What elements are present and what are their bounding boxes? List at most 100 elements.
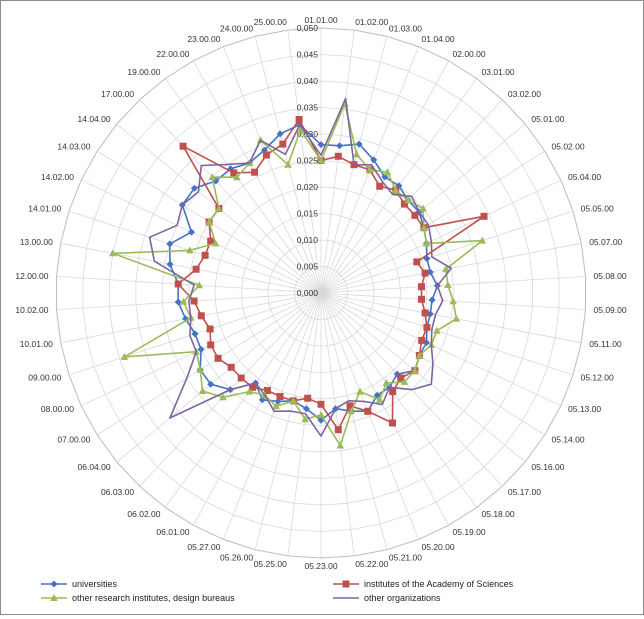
grid-spoke xyxy=(320,292,582,344)
data-point xyxy=(317,410,325,418)
legend-entry: other organizations xyxy=(333,593,441,603)
data-point xyxy=(433,326,441,334)
category-label: 05.11.00 xyxy=(589,339,622,349)
category-label: 12.00.00 xyxy=(15,271,48,281)
grid-spoke xyxy=(320,292,419,540)
data-point xyxy=(166,260,174,268)
legend-entry: other research institutes, design bureau… xyxy=(41,593,235,603)
legend-entry: universities xyxy=(41,579,118,589)
data-point xyxy=(382,379,391,386)
data-point xyxy=(50,580,58,588)
category-label: 05.26.00 xyxy=(220,552,253,562)
category-label: 05.22.00 xyxy=(355,559,388,569)
radial-tick-label: 0,005 xyxy=(297,262,319,272)
radial-tick-label: 0,000 xyxy=(297,288,319,298)
radial-tick-label: 0,040 xyxy=(297,76,319,86)
data-point xyxy=(413,258,421,266)
grid-spoke xyxy=(164,78,322,294)
data-point xyxy=(120,352,129,360)
grid-spoke xyxy=(320,292,526,463)
grid-spoke xyxy=(320,210,574,294)
data-point xyxy=(444,281,452,288)
category-label: 05.08.00 xyxy=(594,271,627,281)
category-label: 05.01.00 xyxy=(531,114,564,124)
data-point xyxy=(442,265,450,273)
grid-spoke xyxy=(287,292,322,556)
data-point xyxy=(233,173,241,181)
radial-tick-label: 0,010 xyxy=(297,235,319,245)
grid-spoke xyxy=(320,292,355,556)
data-point xyxy=(404,196,412,204)
category-label: 05.13.00 xyxy=(568,404,601,414)
category-label: 10.02.00 xyxy=(15,305,48,315)
data-point xyxy=(317,141,325,149)
category-label: 05.07.00 xyxy=(589,237,622,247)
data-point xyxy=(279,140,287,148)
category-label: 05.18.00 xyxy=(482,509,515,519)
category-label: 06.03.00 xyxy=(101,487,134,497)
radar-grid xyxy=(56,27,586,559)
category-label: 01.04.00 xyxy=(422,34,455,44)
data-point xyxy=(272,402,280,410)
data-point xyxy=(389,419,396,427)
radial-axis-ticks: 0,0000,0050,0100,0150,0200,0250,0300,035… xyxy=(297,23,319,298)
data-point xyxy=(418,283,425,291)
category-label: 03.02.00 xyxy=(508,89,541,99)
data-point xyxy=(227,363,235,371)
data-point xyxy=(347,407,356,415)
category-label: 05.05.00 xyxy=(581,204,614,214)
data-point xyxy=(197,312,205,320)
category-label: 01.01.00 xyxy=(304,15,337,25)
data-point xyxy=(334,152,342,160)
data-point xyxy=(215,204,223,212)
data-point xyxy=(375,395,384,403)
data-point xyxy=(166,240,174,248)
category-label: 05.12.00 xyxy=(581,372,614,382)
category-label: 06.02.00 xyxy=(127,509,160,519)
data-point xyxy=(480,212,488,220)
data-point xyxy=(397,374,405,382)
category-label: 24.00.00 xyxy=(220,24,253,34)
category-label: 05.17.00 xyxy=(508,487,541,497)
data-point xyxy=(421,269,429,277)
data-point xyxy=(419,204,427,212)
data-point xyxy=(423,323,431,331)
data-point xyxy=(179,297,188,305)
category-label: 08.00.00 xyxy=(41,404,74,414)
category-label: 03.01.00 xyxy=(482,67,515,77)
data-point xyxy=(342,580,350,588)
category-label: 05.20.00 xyxy=(422,542,455,552)
category-label: 05.14.00 xyxy=(552,434,585,444)
grid-spoke xyxy=(192,292,322,526)
grid-spoke xyxy=(68,210,322,294)
category-label: 14.02.00 xyxy=(41,172,74,182)
data-point xyxy=(418,295,425,303)
grid-spoke xyxy=(60,242,322,294)
data-point xyxy=(289,396,298,404)
data-point xyxy=(336,142,344,150)
data-point xyxy=(207,237,215,245)
radial-tick-label: 0,050 xyxy=(297,23,319,33)
data-point xyxy=(230,169,238,177)
data-point xyxy=(370,156,378,164)
grid-spoke xyxy=(223,292,322,540)
data-point xyxy=(317,400,325,408)
category-label: 19.00.00 xyxy=(127,67,160,77)
radial-tick-label: 0,025 xyxy=(297,156,319,166)
data-point xyxy=(411,366,419,374)
data-point xyxy=(214,354,222,362)
data-point xyxy=(392,186,400,194)
radial-tick-label: 0,035 xyxy=(297,103,319,113)
category-label: 06.01.00 xyxy=(156,527,189,537)
data-point xyxy=(211,239,220,247)
category-label: 17.00.00 xyxy=(101,89,134,99)
data-point xyxy=(449,297,457,305)
category-label: 05.16.00 xyxy=(531,462,564,472)
category-label: 02.00.00 xyxy=(453,49,486,59)
series-other-organizations xyxy=(148,97,453,437)
data-point xyxy=(400,377,409,385)
data-point xyxy=(198,387,207,394)
category-label: 05.27.00 xyxy=(187,542,220,552)
data-point xyxy=(295,116,303,123)
data-point xyxy=(50,594,58,601)
